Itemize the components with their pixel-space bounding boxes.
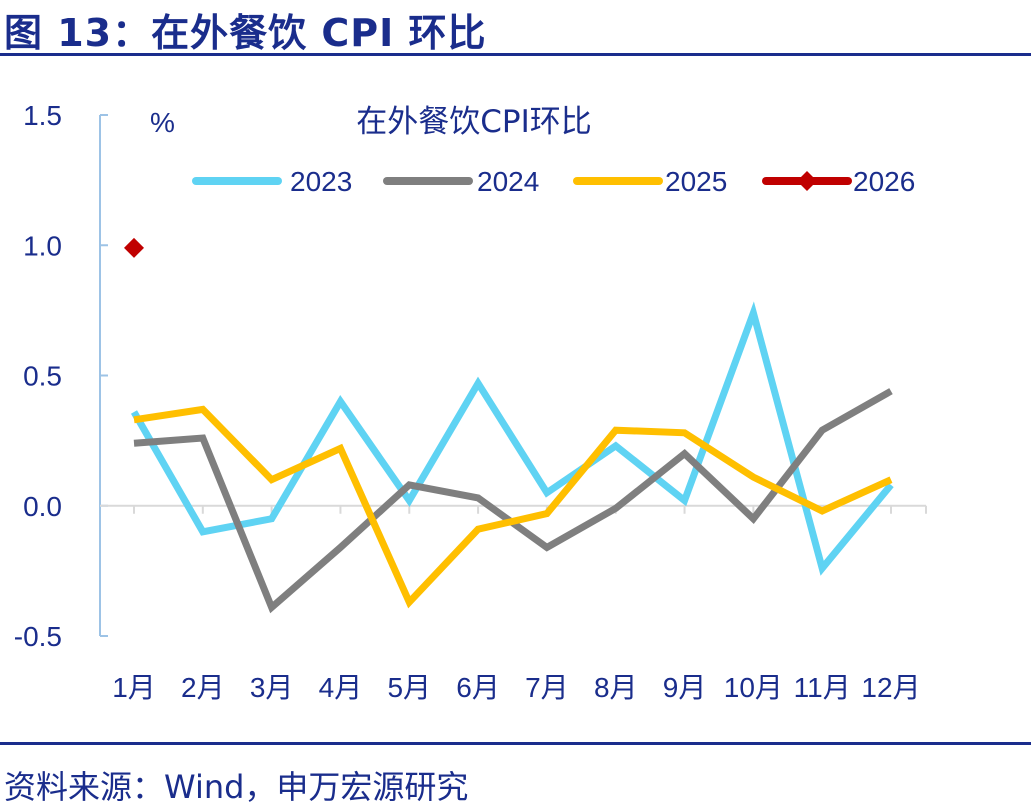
x-tick-label: 3月 bbox=[250, 672, 294, 703]
legend-label: 2026 bbox=[853, 166, 915, 197]
source-note: 资料来源：Wind，申万宏源研究 bbox=[4, 768, 469, 806]
y-axis-unit: % bbox=[150, 107, 175, 138]
x-tick-label: 1月 bbox=[112, 672, 156, 703]
legend-label: 2023 bbox=[290, 166, 352, 197]
series-line bbox=[130, 301, 894, 576]
top-rule bbox=[0, 53, 1031, 56]
data-point bbox=[124, 237, 144, 258]
chart-title: 在外餐饮CPI环比 bbox=[356, 104, 591, 140]
series-2026 bbox=[124, 237, 144, 258]
bottom-rule bbox=[0, 742, 1031, 745]
x-tick-label: 6月 bbox=[456, 672, 500, 703]
series-line bbox=[133, 405, 893, 609]
x-tick-label: 10月 bbox=[724, 672, 783, 703]
legend-label: 2025 bbox=[665, 166, 727, 197]
y-tick-label: 0.5 bbox=[23, 361, 62, 392]
line-chart: 1.5 1.0 0.5 0.0 -0.5 1月 2月 3月 4月 5月 6月 7月 8月 9月 10月 11… bbox=[14, 100, 927, 703]
x-tick-label: 4月 bbox=[319, 672, 363, 703]
x-tick-label: 7月 bbox=[525, 672, 569, 703]
x-tick-label: 8月 bbox=[594, 672, 638, 703]
legend-label: 2024 bbox=[477, 166, 539, 197]
y-axis: 1.5 1.0 0.5 0.0 -0.5 bbox=[14, 100, 108, 652]
figure-title: 图 13：在外餐饮 CPI 环比 bbox=[4, 11, 487, 55]
y-tick-label: 0.0 bbox=[23, 491, 62, 522]
y-tick-label: 1.5 bbox=[23, 100, 62, 131]
series-2023 bbox=[130, 301, 894, 576]
series-layer bbox=[124, 237, 894, 614]
y-tick-label: -0.5 bbox=[14, 621, 62, 652]
y-tick-label: 1.0 bbox=[23, 230, 62, 261]
x-tick-label: 2月 bbox=[181, 672, 225, 703]
legend: 2023 2024 2025 2026 bbox=[192, 166, 915, 197]
x-tick-label: 5月 bbox=[387, 672, 431, 703]
x-tick-label: 12月 bbox=[861, 672, 920, 703]
legend-marker bbox=[797, 171, 817, 191]
x-tick-label: 11月 bbox=[794, 672, 851, 703]
x-tick-label: 9月 bbox=[663, 672, 707, 703]
series-2025 bbox=[133, 405, 893, 609]
series-2024 bbox=[133, 388, 893, 614]
series-line bbox=[133, 388, 893, 614]
x-axis: 1月 2月 3月 4月 5月 6月 7月 8月 9月 10月 11月 12月 bbox=[100, 504, 927, 703]
